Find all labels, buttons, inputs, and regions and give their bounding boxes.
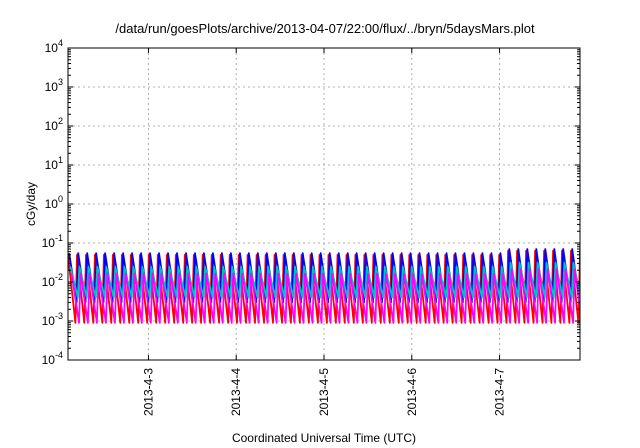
y-tick-label: 10-3 (42, 311, 63, 328)
y-tick-label: 101 (45, 155, 63, 172)
x-tick-label: 2013-4-6 (405, 368, 419, 416)
y-tick-label: 103 (45, 77, 63, 94)
y-tick-label: 10-2 (42, 272, 63, 289)
x-tick-label: 2013-4-4 (229, 368, 243, 416)
x-tick-label: 2013-4-7 (493, 368, 507, 416)
series-group (68, 248, 580, 324)
x-tick-label: 2013-4-3 (141, 368, 155, 416)
grid (68, 48, 580, 360)
y-tick-label: 10-4 (42, 350, 63, 367)
y-tick-label: 102 (45, 116, 63, 133)
y-tick-label: 10-1 (42, 233, 63, 250)
y-axis: 10-4 10-3 10-2 10-1 100 101 102 103 104 (42, 38, 580, 367)
series-line (69, 261, 580, 299)
x-tick-label: 2013-4-5 (317, 368, 331, 416)
x-axis: 2013-4-3 2013-4-4 2013-4-5 2013-4-6 2013-4-7 (141, 48, 507, 416)
series-line (70, 268, 580, 324)
y-axis-title: cGy/day (24, 182, 38, 226)
x-axis-title: Coordinated Universal Time (UTC) (232, 431, 416, 445)
y-tick-label: 104 (45, 38, 63, 55)
y-tick-label: 100 (45, 194, 63, 211)
chart-title: /data/run/goesPlots/archive/2013-04-07/2… (115, 21, 535, 36)
